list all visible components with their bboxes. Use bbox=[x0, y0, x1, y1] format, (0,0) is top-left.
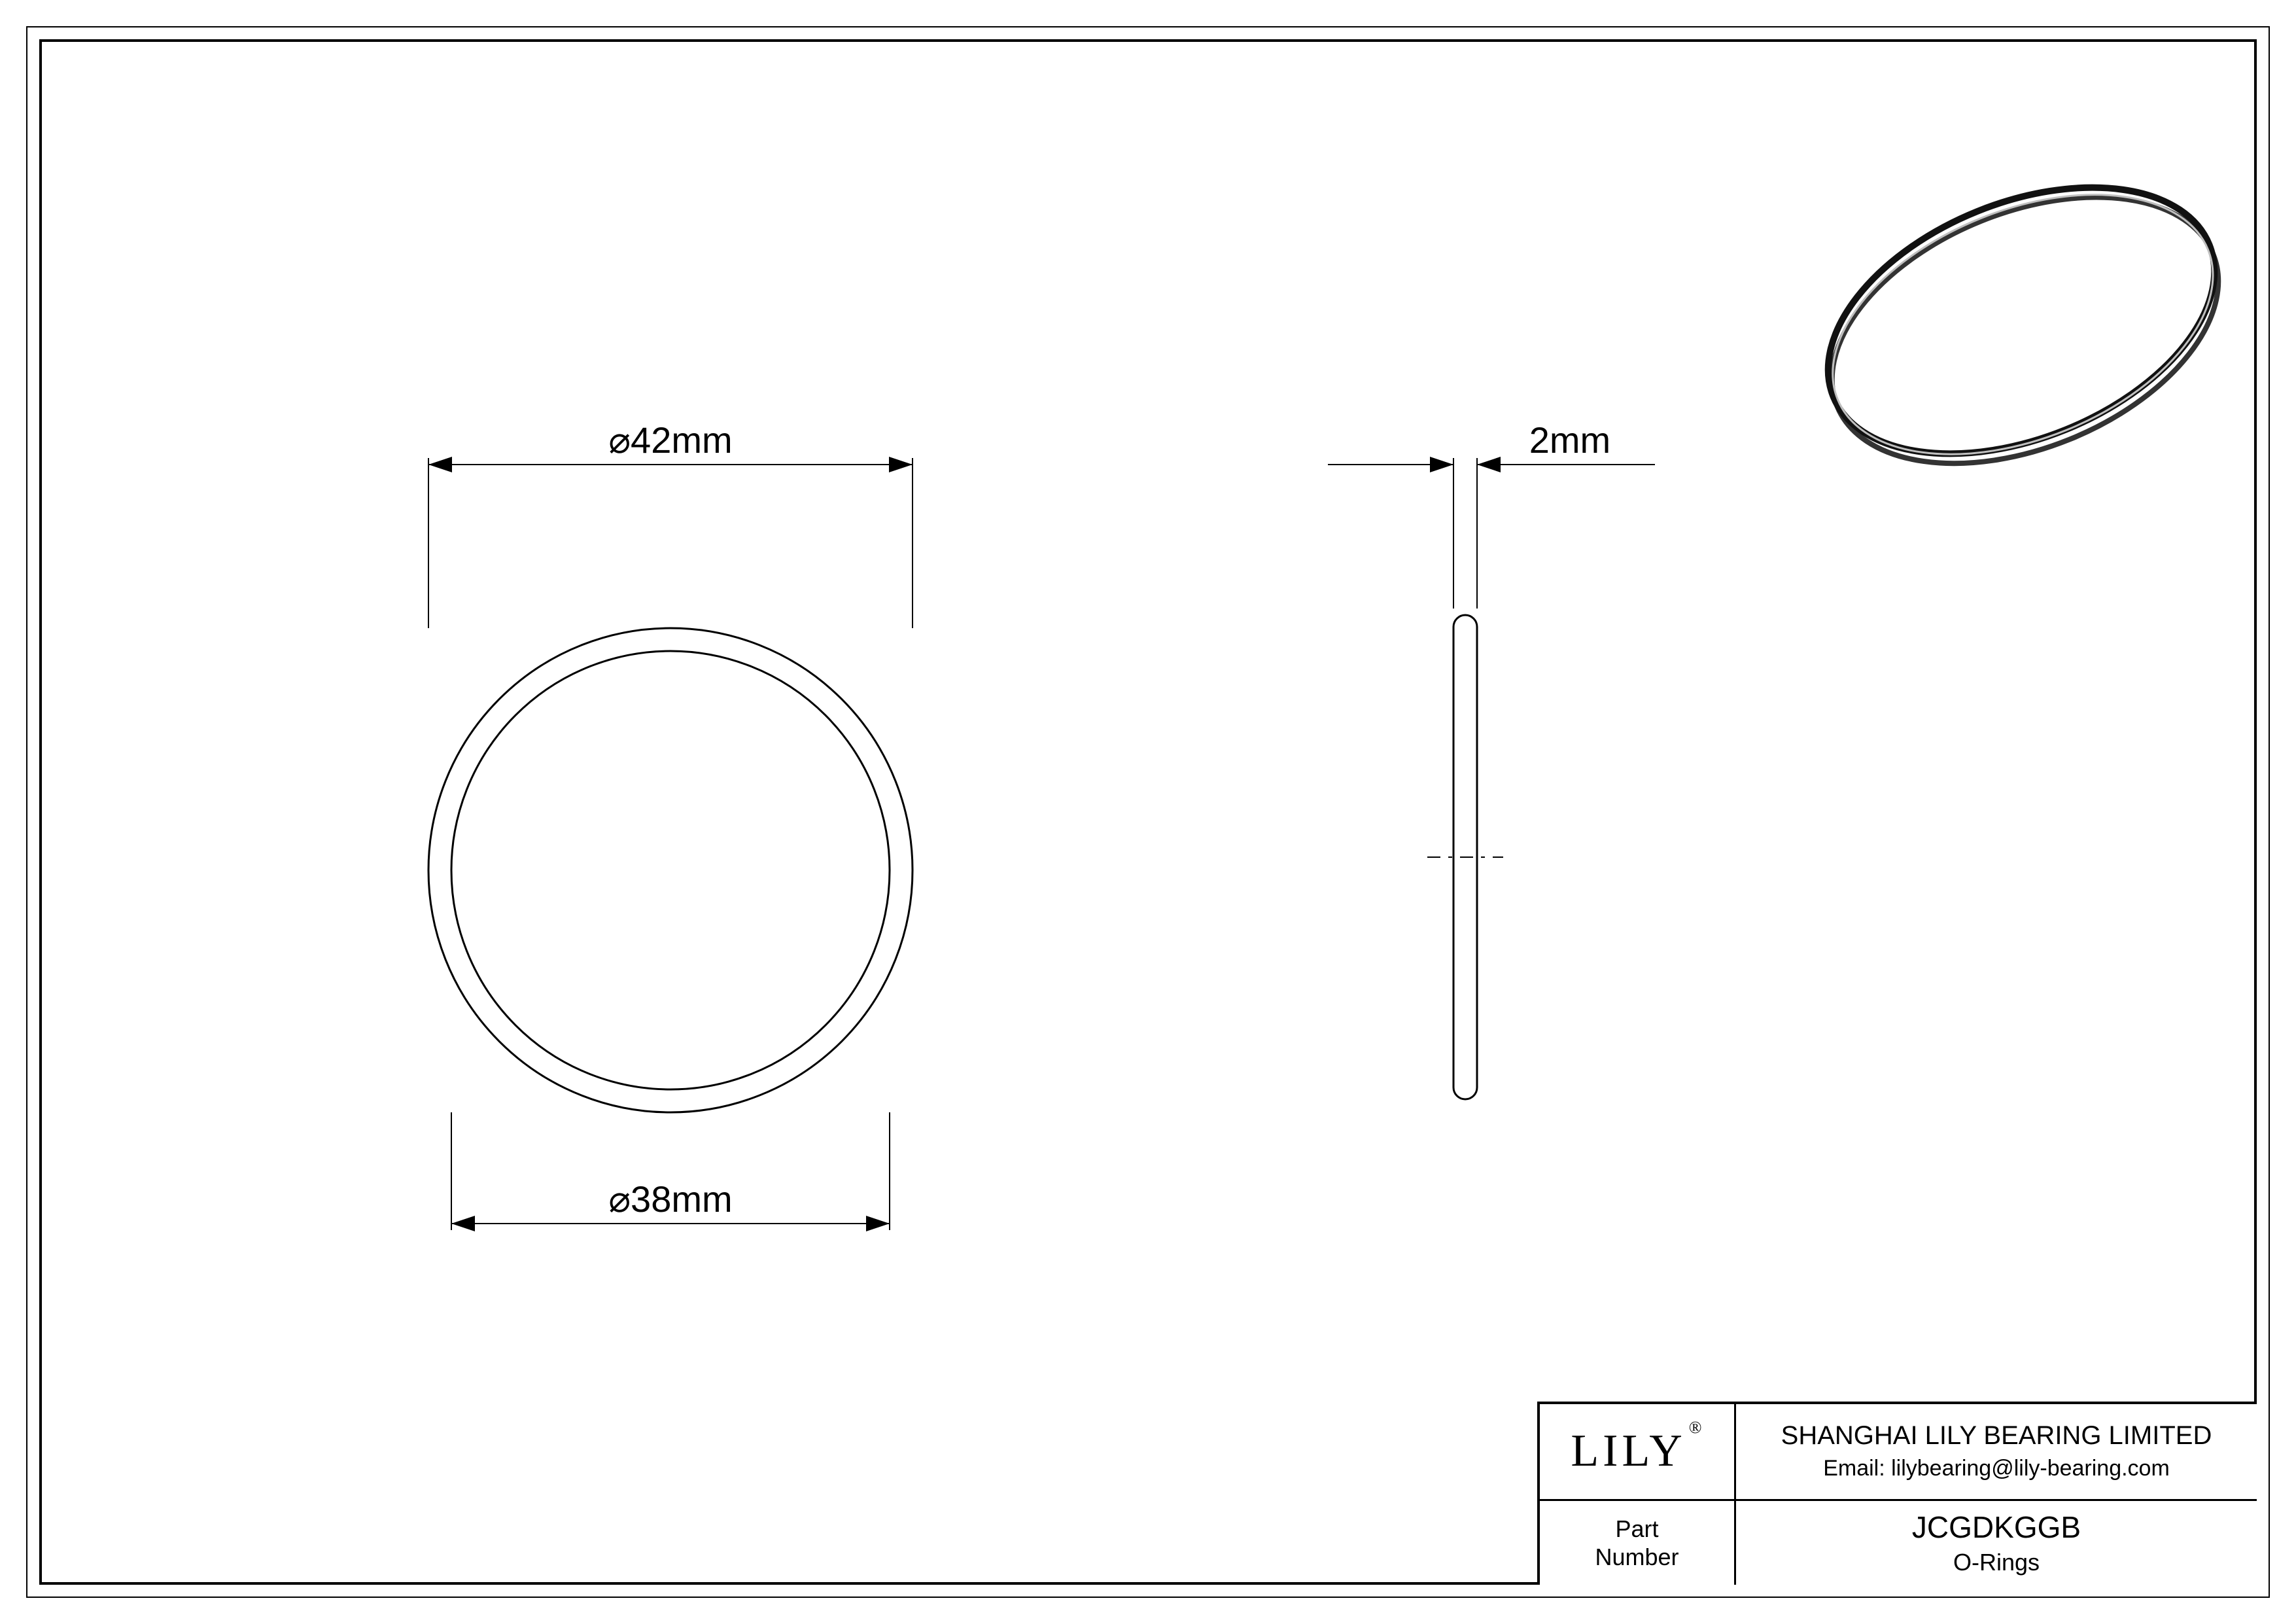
company-cell: SHANGHAI LILY BEARING LIMITED Email: lil… bbox=[1736, 1404, 2257, 1499]
iso-ring-front bbox=[1789, 135, 2253, 506]
company-name: SHANGHAI LILY BEARING LIMITED bbox=[1781, 1421, 2212, 1451]
part-label-line1: Part bbox=[1615, 1515, 1658, 1542]
logo-text: LILY® bbox=[1571, 1425, 1703, 1477]
part-value-cell: JCGDKGGB O-Rings bbox=[1736, 1501, 2257, 1585]
dim-thickness: 2mm bbox=[1328, 419, 1655, 609]
section-view bbox=[1427, 615, 1503, 1099]
company-email: Email: lilybearing@lily-bearing.com bbox=[1823, 1456, 2170, 1481]
registered-icon: ® bbox=[1689, 1418, 1706, 1437]
dim-thk-label: 2mm bbox=[1529, 419, 1610, 461]
title-block-row-part: Part Number JCGDKGGB O-Rings bbox=[1540, 1501, 2257, 1585]
logo-name: LILY bbox=[1571, 1426, 1686, 1476]
drawing-canvas: ⌀42mm ⌀38mm 2mm bbox=[0, 0, 2296, 1624]
logo-cell: LILY® bbox=[1540, 1404, 1736, 1499]
front-view bbox=[428, 628, 913, 1112]
title-block-row-company: LILY® SHANGHAI LILY BEARING LIMITED Emai… bbox=[1540, 1404, 2257, 1501]
part-label-line2: Number bbox=[1595, 1544, 1679, 1570]
iso-view bbox=[1789, 135, 2257, 516]
dim-inner-label: ⌀38mm bbox=[608, 1178, 732, 1220]
dim-inner-arrow-left bbox=[451, 1216, 475, 1231]
drawing-sheet: ⌀42mm ⌀38mm 2mm bbox=[0, 0, 2296, 1624]
dim-inner-arrow-right bbox=[866, 1216, 890, 1231]
dim-outer-label: ⌀42mm bbox=[608, 419, 732, 461]
title-block: LILY® SHANGHAI LILY BEARING LIMITED Emai… bbox=[1537, 1402, 2257, 1585]
part-description: O-Rings bbox=[1953, 1549, 2040, 1576]
dim-inner-diameter: ⌀38mm bbox=[451, 1112, 890, 1231]
front-view-inner-circle bbox=[451, 651, 890, 1089]
dim-outer-arrow-left bbox=[428, 457, 452, 472]
part-label-cell: Part Number bbox=[1540, 1501, 1736, 1585]
front-view-outer-circle bbox=[428, 628, 913, 1112]
dim-thk-arrow-left bbox=[1430, 457, 1453, 472]
dim-outer-diameter: ⌀42mm bbox=[428, 419, 913, 628]
iso-ring-back bbox=[1793, 145, 2257, 516]
dim-outer-arrow-right bbox=[889, 457, 913, 472]
dim-thk-arrow-right bbox=[1477, 457, 1501, 472]
part-number: JCGDKGGB bbox=[1912, 1509, 2081, 1545]
part-label: Part Number bbox=[1595, 1515, 1679, 1571]
